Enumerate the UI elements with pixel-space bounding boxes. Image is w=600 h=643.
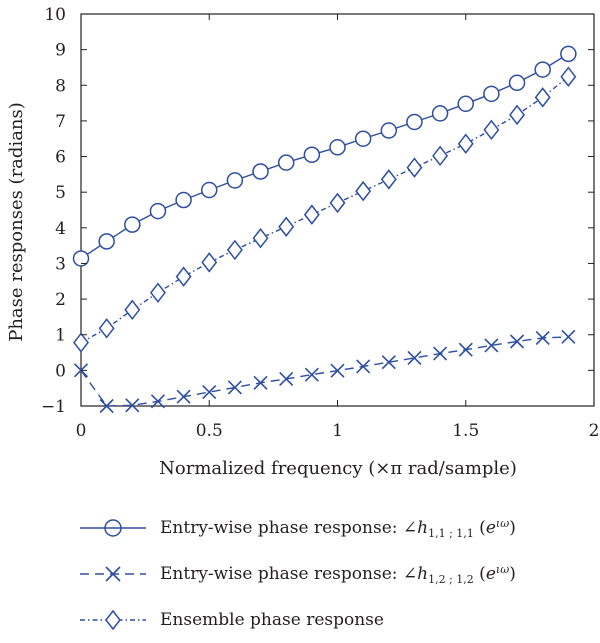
data-point-diamond: [252, 227, 269, 249]
legend-entry-3: Ensemble phase response: [78, 597, 598, 643]
series-layer: [72, 45, 577, 414]
y-tick-label: 2: [55, 290, 66, 310]
data-point-diamond: [175, 266, 192, 287]
data-point-circle: [149, 202, 167, 220]
data-point-x: [407, 350, 422, 365]
y-axis-label: Phase responses (radians): [6, 102, 27, 342]
data-point-circle: [354, 130, 372, 147]
data-point-diamond: [73, 332, 89, 353]
data-point-x: [484, 338, 499, 353]
data-point-diamond: [457, 133, 474, 154]
data-point-x: [535, 330, 550, 346]
y-tick-label: 4: [55, 219, 66, 239]
data-point-circle: [303, 146, 321, 164]
legend-swatch-x: [80, 566, 146, 582]
data-point-circle: [226, 172, 244, 189]
legend-label-2: Entry-wise phase response: ∠h1,2 ; 1,2 (…: [160, 562, 516, 586]
x-axis-label: Normalized frequency (×π rad/sample): [159, 458, 517, 479]
data-point-x: [381, 355, 396, 370]
data-point-circle: [277, 154, 295, 171]
data-point-diamond: [278, 216, 295, 237]
data-point-circle: [124, 216, 141, 233]
series-line-2: [80, 336, 569, 407]
data-point-x: [433, 346, 448, 361]
data-point-x: [356, 359, 371, 374]
data-point-circle: [98, 233, 115, 250]
data-point-diamond: [406, 157, 423, 178]
data-point-circle: [72, 250, 90, 267]
y-tick-label: 5: [55, 183, 66, 203]
y-tick-label: 7: [55, 112, 66, 132]
legend: Entry-wise phase response: ∠h1,1 ; 1,1 (…: [78, 505, 598, 643]
data-point-x: [227, 380, 242, 395]
data-point-diamond: [149, 282, 166, 303]
x-tick-label: 0: [76, 421, 87, 441]
y-tick-label: 6: [55, 148, 66, 168]
y-tick-label: 0: [55, 361, 66, 381]
y-tick-label: 9: [55, 41, 66, 61]
data-point-circle: [252, 163, 269, 180]
data-point-circle: [457, 95, 474, 113]
data-point-circle: [560, 45, 577, 63]
x-tick-label: 1.5: [452, 421, 479, 441]
data-point-circle: [175, 191, 192, 209]
data-point-diamond: [303, 204, 320, 225]
x-tick-label: 1: [332, 421, 343, 441]
legend-label-3: Ensemble phase response: [160, 610, 384, 630]
y-tick-label: 8: [55, 76, 66, 96]
data-point-diamond: [355, 180, 372, 202]
y-tick-label: −1: [41, 397, 66, 417]
data-point-diamond: [483, 119, 500, 141]
data-point-x: [304, 367, 319, 382]
data-point-diamond: [124, 299, 141, 321]
data-point-x: [561, 329, 576, 344]
data-point-diamond: [329, 192, 346, 214]
data-point-x: [330, 363, 345, 378]
data-point-diamond: [432, 145, 449, 167]
data-point-x: [125, 398, 140, 413]
y-tick-label: 3: [55, 254, 66, 274]
data-point-circle: [406, 113, 423, 131]
data-point-x: [458, 342, 473, 357]
data-point-diamond: [380, 169, 397, 190]
phase-response-chart: 0 0.5 1 1.5 2 −1 0 1 2 3 4 5 6 7 8 9 10 Normalized frequ…: [6, 5, 599, 479]
data-point-x: [150, 394, 166, 409]
data-point-diamond: [509, 104, 526, 126]
legend-label-1: Entry-wise phase response: ∠h1,1 ; 1,1 (…: [160, 516, 516, 540]
legend-swatch-diamond: [80, 609, 146, 631]
data-point-diamond: [98, 318, 115, 339]
data-point-circle: [534, 61, 551, 78]
x-tick-label: 0.5: [196, 421, 223, 441]
axis-ticks: 0 0.5 1 1.5 2 −1 0 1 2 3 4 5 6 7 8 9 10: [41, 5, 599, 441]
legend-entry-2: Entry-wise phase response: ∠h1,2 ; 1,2 (…: [78, 551, 598, 597]
y-tick-label: 10: [44, 5, 66, 25]
series-line-1: [80, 53, 569, 260]
data-point-x: [253, 375, 268, 390]
data-point-circle: [431, 105, 449, 122]
data-point-x: [176, 389, 191, 404]
data-point-circle: [483, 85, 500, 103]
data-point-diamond: [201, 252, 218, 273]
data-point-diamond: [226, 239, 243, 261]
data-point-x: [509, 334, 525, 349]
x-tick-label: 2: [589, 421, 600, 441]
data-point-diamond: [534, 87, 551, 108]
data-point-x: [279, 371, 294, 386]
data-point-circle: [380, 122, 398, 139]
data-point-circle: [329, 139, 346, 156]
data-point-diamond: [560, 66, 577, 87]
legend-entry-1: Entry-wise phase response: ∠h1,1 ; 1,1 (…: [78, 505, 598, 551]
data-point-x: [99, 398, 114, 414]
legend-swatch-circle: [80, 519, 146, 537]
data-point-circle: [201, 181, 218, 199]
y-tick-label: 1: [55, 326, 66, 346]
data-point-circle: [508, 74, 526, 92]
data-point-x: [202, 385, 217, 400]
